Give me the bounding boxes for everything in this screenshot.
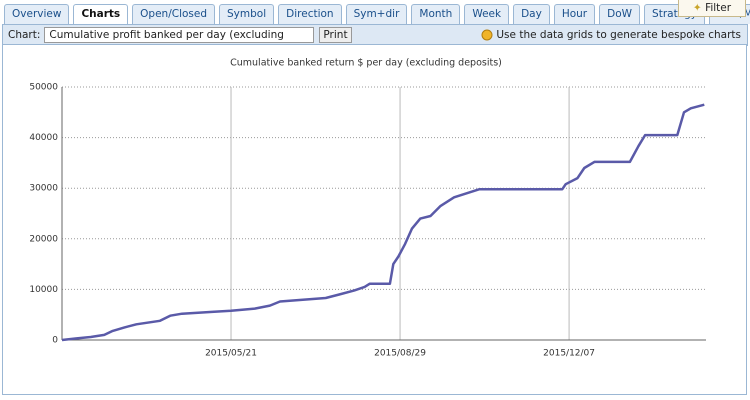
x-tick-label: 2015/05/21 [205, 349, 257, 359]
tab[interactable]: Open/Closed [132, 4, 216, 24]
chart-title: Cumulative banked return $ per day (excl… [230, 58, 502, 69]
filter-button[interactable]: ✦ Filter [678, 0, 746, 17]
tab-bar: Overview Charts Open/Closed Symbol Direction… [4, 4, 750, 24]
print-button[interactable]: Print [319, 27, 352, 43]
data-line [61, 103, 705, 342]
y-tick-label: 0 [52, 336, 58, 346]
hint: Use the data grids to generate bespoke c… [481, 29, 741, 41]
tab[interactable]: Hour [553, 4, 596, 24]
chart-label: Chart: [8, 29, 41, 41]
tab[interactable]: Week [464, 4, 510, 24]
tab[interactable]: DoW [599, 4, 641, 24]
hint-text: Use the data grids to generate bespoke c… [496, 29, 741, 41]
chart-select[interactable]: Cumulative profit banked per day (exclud… [44, 27, 315, 55]
toolbar: Chart: Cumulative profit banked per day … [2, 24, 748, 55]
filter-icon: ✦ [692, 2, 702, 14]
x-tick-label: 2015/12/07 [543, 349, 595, 359]
x-tick-label: 2015/08/29 [374, 349, 426, 359]
tab[interactable]: Month [411, 4, 461, 24]
tab[interactable]: Sym+dir [345, 4, 408, 24]
hint-icon [481, 29, 493, 41]
tab[interactable]: Day [513, 4, 550, 24]
chart-frame [2, 44, 747, 395]
y-tick-label: 30000 [29, 184, 58, 194]
y-tick-label: 20000 [29, 234, 58, 244]
filter-label: Filter [705, 2, 732, 14]
tab[interactable]: Symbol [219, 4, 275, 24]
y-tick-label: 10000 [29, 285, 58, 295]
tab[interactable]: Charts [73, 4, 129, 24]
tab[interactable]: Direction [278, 4, 342, 24]
chart: Cumulative banked return $ per day (excl… [2, 44, 747, 395]
y-tick-label: 40000 [29, 133, 58, 143]
tab[interactable]: Overview [4, 4, 70, 24]
y-tick-label: 50000 [29, 83, 58, 93]
